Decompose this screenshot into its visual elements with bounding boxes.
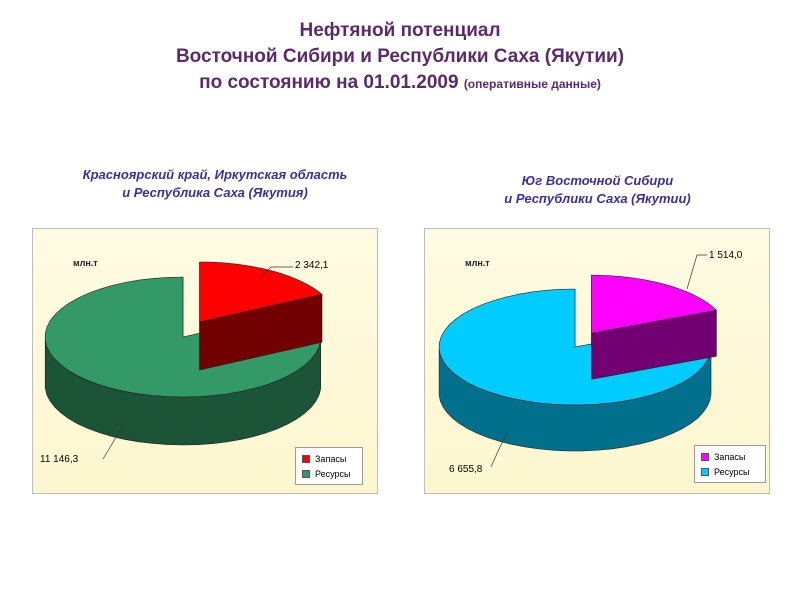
chart-2-leader-zapasy <box>686 254 707 290</box>
chart-1-legend-swatch-zapasy <box>302 454 310 463</box>
chart-1-panel: млн.т 2 342,1 11 146,3 Запасы Ресурсы <box>32 228 378 494</box>
chart-1-leader-resursy <box>102 424 124 460</box>
chart-1-label-resursy: 11 146,3 <box>40 454 79 465</box>
chart-1-legend: Запасы Ресурсы <box>295 447 363 485</box>
chart-1-subtitle: Красноярский край, Иркутская область и Р… <box>40 166 390 202</box>
chart-2-legend-label-resursy: Ресурсы <box>714 466 750 477</box>
chart-2-subtitle: Юг Восточной Сибири и Республики Саха (Я… <box>425 172 770 208</box>
chart-1-legend-item-zapasy: Запасы <box>302 451 356 466</box>
chart-2-subtitle-line-1: Юг Восточной Сибири <box>521 173 674 188</box>
chart-2-legend-item-resursy: Ресурсы <box>701 464 759 479</box>
chart-1-subtitle-line-2: и Республика Саха (Якутия) <box>122 185 308 200</box>
chart-2-legend-swatch-zapasy <box>701 452 709 461</box>
chart-2-pie <box>438 254 718 468</box>
chart-2-slice-zapasy-top <box>591 274 718 334</box>
chart-1-legend-label-zapasy: Запасы <box>315 453 347 464</box>
chart-2-subtitle-line-2: и Республики Саха (Якутии) <box>504 191 691 206</box>
chart-2-legend-label-zapasy: Запасы <box>714 451 746 462</box>
page-title: Нефтяной потенциал Восточной Сибири и Ре… <box>0 18 800 97</box>
title-line-3: по состоянию на 01.01.2009 (оперативные … <box>0 70 800 97</box>
chart-1-legend-label-resursy: Ресурсы <box>315 468 351 479</box>
chart-1-slice-zapasy-top <box>199 261 323 323</box>
chart-2-legend-item-zapasy: Запасы <box>701 449 759 464</box>
chart-1-legend-item-resursy: Ресурсы <box>302 466 356 481</box>
chart-2-slice-resursy-top <box>438 288 712 406</box>
chart-2-label-resursy: 6 655,8 <box>449 464 483 475</box>
chart-1-subtitle-line-1: Красноярский край, Иркутская область <box>82 167 348 182</box>
chart-2-legend-swatch-resursy <box>701 467 709 476</box>
chart-1-legend-swatch-resursy <box>302 469 310 478</box>
chart-1-pie <box>44 261 323 460</box>
chart-1-label-zapasy: 2 342,1 <box>295 260 329 271</box>
chart-2-label-zapasy: 1 514,0 <box>709 250 743 261</box>
title-line-1: Нефтяной потенциал <box>299 20 501 41</box>
chart-2-legend: Запасы Ресурсы <box>694 445 766 483</box>
title-note: (оперативные данные) <box>463 77 601 91</box>
chart-2-panel: млн.т 1 514,0 6 655,8 Запасы Ресурсы <box>424 228 770 494</box>
title-date: по состоянию на 01.01.2009 <box>199 72 459 93</box>
chart-2-leader-resursy <box>490 432 508 468</box>
chart-1-leader-zapasy <box>260 266 293 278</box>
chart-1-unit-label: млн.т <box>73 258 98 268</box>
title-line-2: Восточной Сибири и Республики Саха (Якут… <box>175 46 625 67</box>
chart-2-unit-label: млн.т <box>465 258 490 268</box>
chart-1-slice-resursy-top <box>44 276 322 398</box>
